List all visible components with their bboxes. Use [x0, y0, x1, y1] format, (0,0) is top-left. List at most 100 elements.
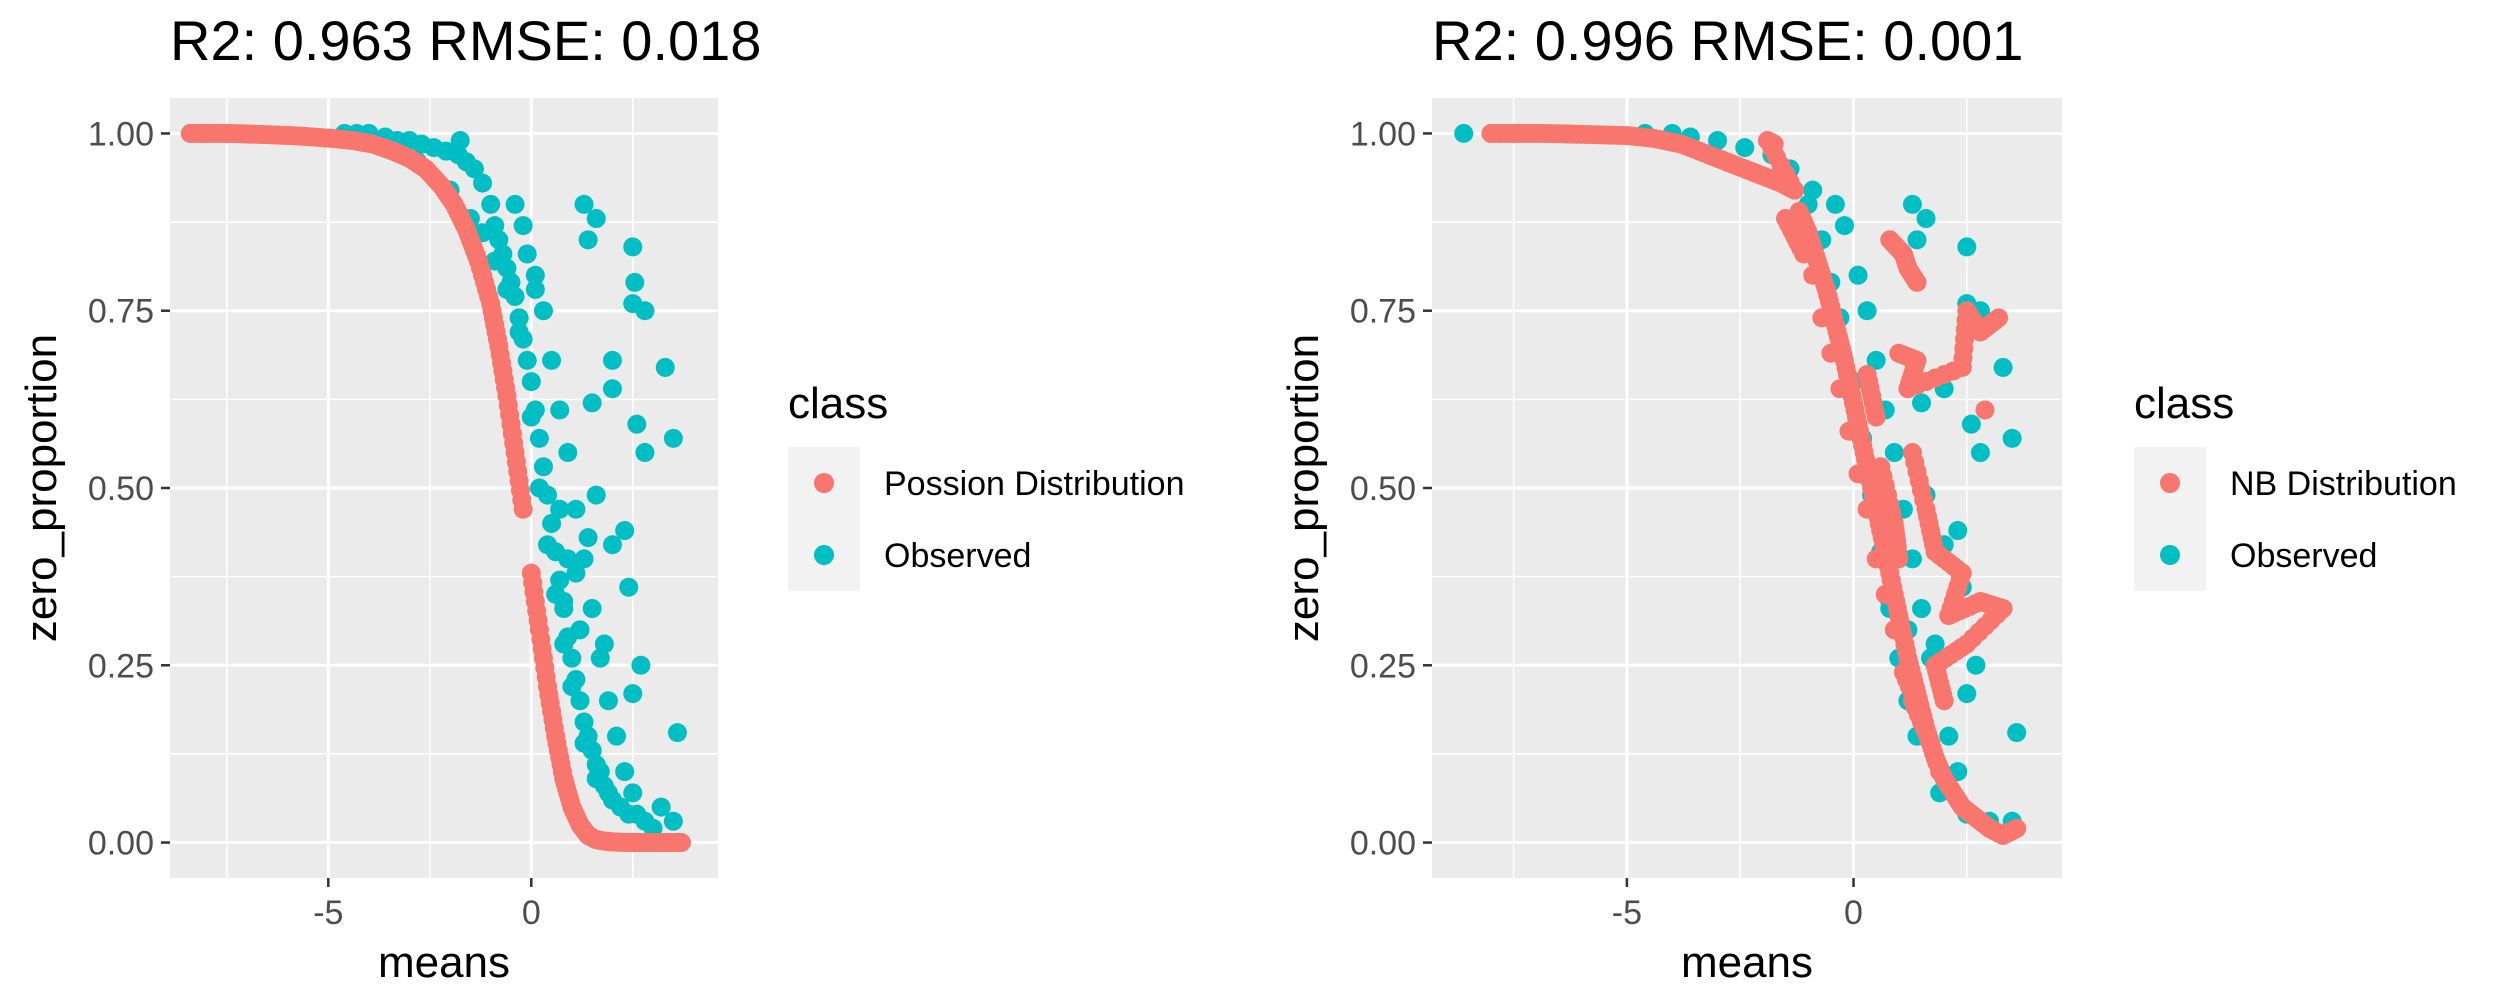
- data-point: [562, 677, 582, 697]
- y-tick-label: 0.00: [1350, 825, 1416, 863]
- data-point: [1888, 543, 1908, 563]
- data-point: [623, 684, 643, 704]
- data-point: [509, 322, 529, 342]
- data-point: [562, 648, 582, 668]
- data-point: [1887, 599, 1907, 619]
- data-point: [485, 251, 505, 271]
- data-point: [1993, 357, 2013, 377]
- y-tick-label: 0.25: [1350, 647, 1416, 685]
- legend-title: class: [2134, 379, 2234, 428]
- data-point: [517, 244, 537, 264]
- data-point: [578, 528, 598, 548]
- data-point: [619, 577, 639, 597]
- data-point: [505, 194, 525, 214]
- y-tick-label: 1.00: [1350, 115, 1416, 153]
- legend-label: NB Distribution: [2230, 465, 2457, 503]
- data-point: [1825, 194, 1845, 214]
- data-point: [594, 634, 614, 654]
- data-point: [1878, 556, 1898, 576]
- data-point: [1848, 265, 1868, 285]
- data-point: [550, 400, 570, 420]
- data-point: [2004, 820, 2024, 840]
- data-point: [525, 265, 545, 285]
- data-point: [497, 279, 517, 299]
- data-point: [623, 237, 643, 257]
- data-point: [1735, 138, 1755, 158]
- data-point: [521, 407, 541, 427]
- data-point: [473, 173, 493, 193]
- data-point: [615, 521, 635, 541]
- x-axis-title: means: [1681, 938, 1813, 987]
- y-axis-title: zero_proportion: [1279, 334, 1328, 642]
- chart-title: R2: 0.996 RMSE: 0.001: [1432, 9, 2023, 72]
- data-point: [586, 769, 606, 789]
- data-point: [479, 287, 499, 307]
- legend-label: Observed: [2230, 537, 2377, 575]
- scatter-points: [180, 123, 691, 853]
- data-point: [487, 329, 507, 349]
- data-point: [1763, 134, 1783, 153]
- data-point: [574, 194, 594, 214]
- y-tick-label: 0.25: [88, 647, 154, 685]
- data-point: [1911, 393, 1931, 413]
- y-axis-title: zero_proportion: [17, 334, 66, 642]
- x-tick-label: 0: [1844, 894, 1863, 932]
- data-point: [1939, 726, 1959, 746]
- data-point: [1857, 301, 1877, 321]
- chart-title: R2: 0.963 RMSE: 0.018: [170, 9, 761, 72]
- data-point: [1957, 237, 1977, 257]
- data-point: [1933, 685, 1953, 705]
- data-point: [586, 485, 606, 505]
- data-point: [1834, 216, 1854, 236]
- legend-key-marker: [814, 473, 834, 493]
- data-point: [598, 691, 618, 711]
- legend-key-marker: [2160, 473, 2180, 493]
- data-point: [554, 591, 574, 611]
- data-point: [1948, 521, 1968, 541]
- series-observed: [1454, 123, 2027, 831]
- data-point: [625, 272, 645, 292]
- data-point: [663, 811, 683, 831]
- data-point: [1986, 310, 2006, 330]
- data-point: [607, 726, 627, 746]
- data-point: [663, 428, 683, 448]
- data-point: [558, 443, 578, 463]
- x-tick-label: -5: [1612, 894, 1642, 932]
- data-point: [504, 433, 524, 453]
- data-point: [1943, 361, 1963, 381]
- data-point: [512, 490, 532, 510]
- data-point: [528, 610, 548, 630]
- data-point: [566, 499, 586, 519]
- data-point: [481, 194, 501, 214]
- data-point: [582, 599, 602, 619]
- data-point: [2007, 723, 2027, 743]
- legend: class NB Distribution Observed: [2134, 379, 2457, 591]
- data-point: [1907, 230, 1927, 250]
- data-point: [1905, 270, 1925, 290]
- data-point: [635, 443, 655, 463]
- data-point: [536, 667, 556, 687]
- x-tick-label: -5: [313, 894, 343, 932]
- data-point: [615, 762, 635, 782]
- legend-label: Observed: [884, 537, 1031, 575]
- data-point: [1970, 443, 1990, 463]
- y-axis: 0.00 0.25 0.50 0.75 1.00: [1350, 115, 1432, 863]
- data-point: [602, 535, 622, 555]
- series-possion-distribution: [180, 123, 691, 853]
- data-point: [542, 513, 562, 533]
- data-point: [667, 723, 687, 743]
- x-tick-label: 0: [522, 894, 541, 932]
- data-point: [1957, 684, 1977, 704]
- data-point: [533, 301, 553, 321]
- data-point: [574, 733, 594, 753]
- legend-title: class: [788, 379, 888, 428]
- data-point: [1908, 698, 1928, 718]
- legend-key-marker: [814, 545, 834, 565]
- data-point: [1866, 350, 1886, 370]
- data-point: [1914, 490, 1934, 510]
- data-point: [538, 535, 558, 555]
- data-point: [1803, 180, 1823, 200]
- data-point: [496, 378, 516, 398]
- data-point: [550, 499, 570, 519]
